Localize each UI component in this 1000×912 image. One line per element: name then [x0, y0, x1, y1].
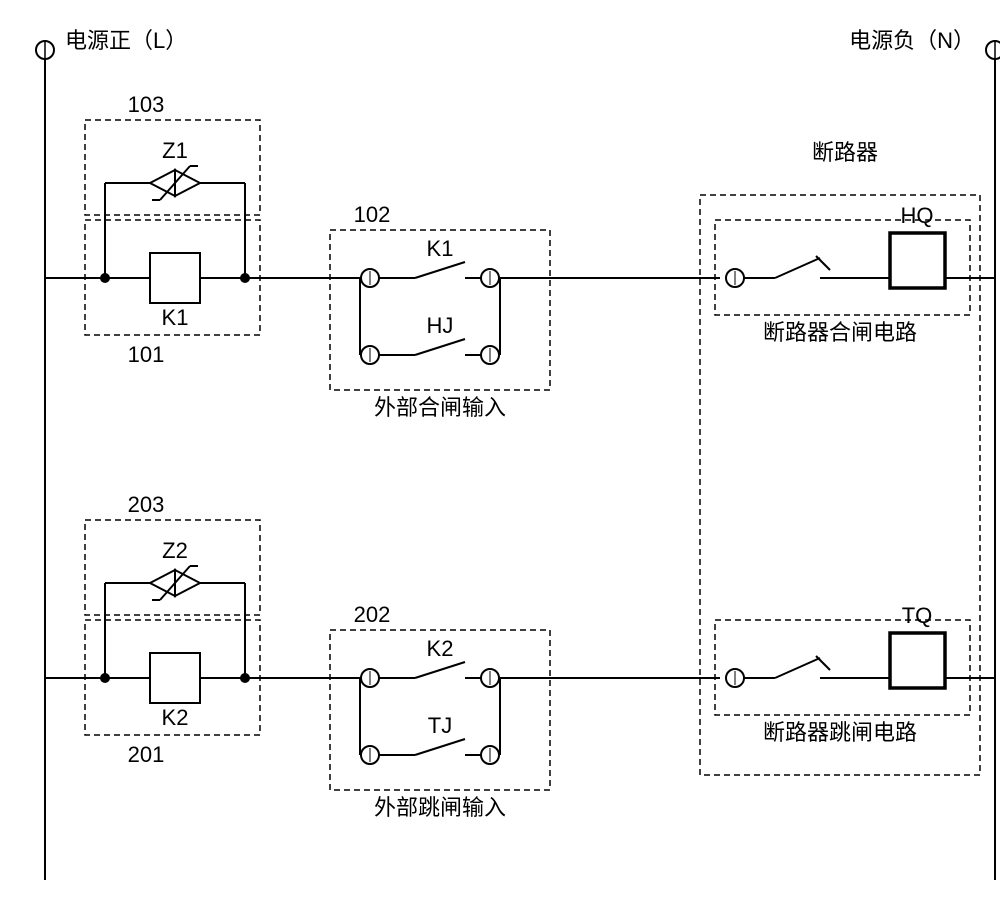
z2-varistor: [150, 566, 200, 600]
k1-contact: [361, 262, 499, 287]
z1-varistor: [150, 166, 200, 200]
box-203: [85, 520, 260, 615]
hj-label: HJ: [427, 313, 454, 338]
external-trip-label: 外部跳闸输入: [374, 795, 506, 820]
ref-202: 202: [354, 602, 391, 627]
tj-contact: [361, 739, 499, 764]
ref-201: 201: [128, 742, 165, 767]
z2-label: Z2: [162, 538, 188, 563]
power-neg-label: 电源负（N）: [849, 28, 975, 53]
hq-label: HQ: [901, 203, 934, 228]
k1-coil-label: K1: [162, 305, 189, 330]
power-pos-label: 电源正（L）: [65, 28, 187, 53]
z1-label: Z1: [162, 138, 188, 163]
k2-coil-label: K2: [162, 705, 189, 730]
k2-coil: [150, 653, 200, 703]
ref-103: 103: [128, 92, 165, 117]
tq-label: TQ: [902, 603, 933, 628]
ref-203: 203: [128, 492, 165, 517]
ref-101: 101: [128, 342, 165, 367]
external-close-label: 外部合闸输入: [374, 395, 506, 420]
tj-label: TJ: [428, 713, 452, 738]
k2-contact: [361, 662, 499, 687]
box-103: [85, 120, 260, 215]
breaker-close-circuit: [726, 233, 995, 288]
k1-contact-label: K1: [427, 236, 454, 261]
breaker-trip-circuit: [726, 633, 995, 688]
hq-coil: [890, 233, 945, 288]
ref-102: 102: [354, 202, 391, 227]
breaker-trip-label: 断路器跳闸电路: [763, 720, 917, 745]
k1-coil: [150, 253, 200, 303]
breaker-label: 断路器: [812, 140, 878, 165]
tq-coil: [890, 633, 945, 688]
hj-contact: [361, 339, 499, 364]
power-neg-terminal: [986, 41, 1000, 59]
k2-contact-label: K2: [427, 636, 454, 661]
circuit-diagram: 电源正（L） 电源负（N） 断路器 103 101 K1 Z1 102: [20, 20, 1000, 892]
breaker-close-label: 断路器合闸电路: [763, 320, 917, 345]
power-pos-terminal: [36, 41, 54, 59]
